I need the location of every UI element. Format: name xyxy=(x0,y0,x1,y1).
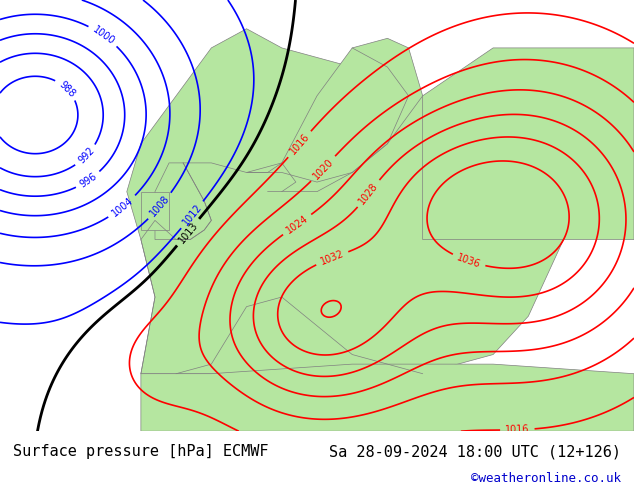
Polygon shape xyxy=(155,163,211,240)
Text: 1036: 1036 xyxy=(456,252,482,270)
Text: ©weatheronline.co.uk: ©weatheronline.co.uk xyxy=(471,472,621,485)
Text: Sa 28-09-2024 18:00 UTC (12+126): Sa 28-09-2024 18:00 UTC (12+126) xyxy=(329,444,621,459)
Text: 992: 992 xyxy=(76,146,96,166)
Text: 988: 988 xyxy=(56,79,77,99)
Text: 1020: 1020 xyxy=(311,156,335,181)
Text: 1000: 1000 xyxy=(91,24,116,47)
Text: 1004: 1004 xyxy=(110,196,135,219)
Text: 1008: 1008 xyxy=(148,194,172,219)
Text: 1013: 1013 xyxy=(176,220,200,245)
Polygon shape xyxy=(423,48,634,240)
Text: 1016: 1016 xyxy=(288,132,311,157)
Polygon shape xyxy=(247,38,423,182)
Text: 1016: 1016 xyxy=(505,424,530,435)
Polygon shape xyxy=(127,29,564,374)
Text: Surface pressure [hPa] ECMWF: Surface pressure [hPa] ECMWF xyxy=(13,444,268,459)
Text: 996: 996 xyxy=(78,171,99,190)
Polygon shape xyxy=(141,364,634,431)
Text: 1024: 1024 xyxy=(284,213,310,236)
Text: 1012: 1012 xyxy=(181,202,204,227)
Text: 1028: 1028 xyxy=(357,181,380,206)
Text: 1032: 1032 xyxy=(319,249,346,267)
Polygon shape xyxy=(141,192,169,230)
